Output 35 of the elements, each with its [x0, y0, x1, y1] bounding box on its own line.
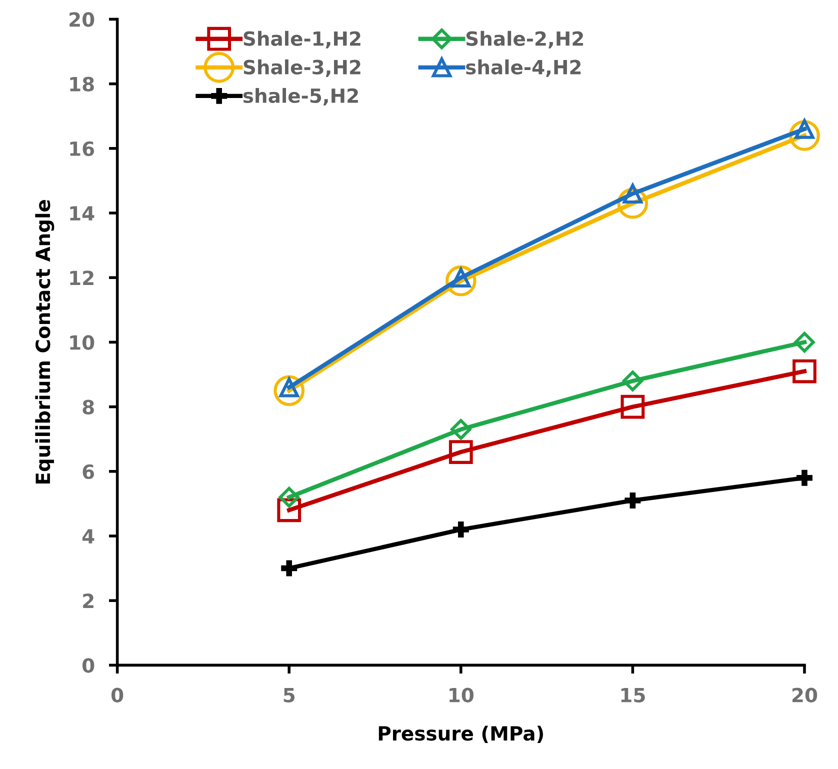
y-tick-label: 12 — [70, 270, 94, 285]
y-axis-title: Equilibrium Contact Angle — [35, 200, 54, 484]
y-tick-label: 8 — [82, 400, 94, 414]
x-tick-label: 20 — [792, 688, 818, 702]
point — [450, 419, 472, 440]
x-tick-label: 5 — [284, 688, 295, 702]
legend-label: Shale-2,H2 — [466, 30, 584, 48]
point — [794, 332, 815, 353]
point — [792, 359, 816, 384]
point — [452, 522, 469, 538]
x-axis-title: Pressure (MPa) — [378, 726, 544, 744]
y-tick-label: 16 — [70, 141, 94, 156]
legend-label: Shale-3,H2 — [244, 59, 360, 77]
x-tick-label: 15 — [621, 688, 645, 702]
point — [278, 486, 300, 508]
y-tick-label: 20 — [70, 12, 94, 27]
legend-label: shale-4,H2 — [466, 59, 581, 77]
point — [624, 492, 641, 508]
y-tick-label: 2 — [83, 594, 94, 608]
y-tick-label: 0 — [82, 658, 94, 673]
point — [274, 375, 305, 406]
x-tick-label: 0 — [111, 688, 124, 702]
point — [620, 394, 645, 419]
x-tick-label: 10 — [450, 688, 474, 702]
point — [796, 470, 812, 486]
point — [281, 560, 298, 576]
point — [448, 440, 473, 464]
y-tick-label: 10 — [70, 335, 94, 350]
y-tick-label: 18 — [70, 76, 94, 92]
legend-label: Shale-1,H2 — [244, 30, 360, 48]
legend-label: shale-5,H2 — [243, 88, 358, 106]
y-tick-label: 4 — [82, 529, 94, 544]
y-tick-label: 14 — [70, 206, 94, 220]
point — [622, 370, 644, 392]
y-tick-label: 6 — [82, 464, 94, 480]
